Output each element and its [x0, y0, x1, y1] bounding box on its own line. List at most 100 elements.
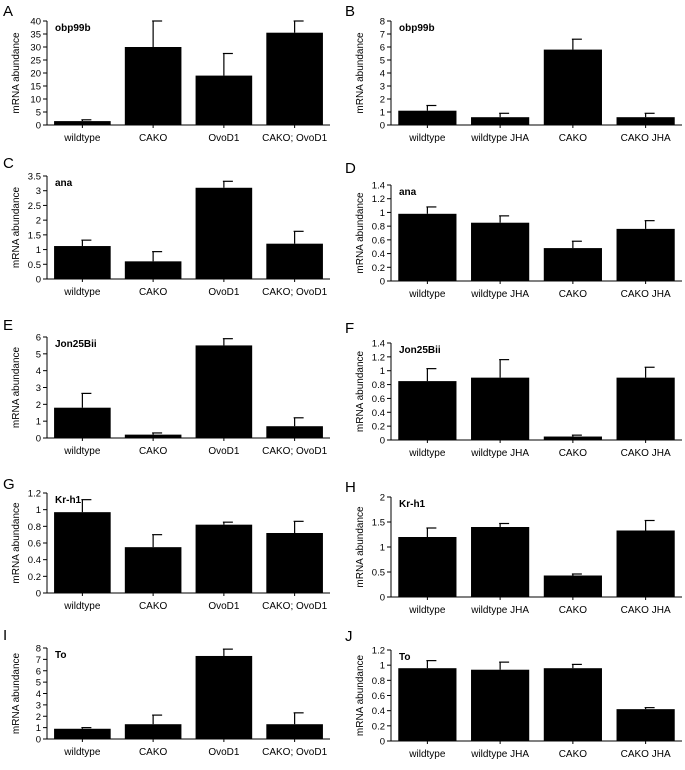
y-tick-label: 0.6: [372, 235, 385, 246]
y-tick-label: 0: [380, 737, 385, 748]
y-tick-label: 15: [30, 82, 41, 93]
panel-letter: I: [3, 627, 7, 644]
bar: [195, 75, 253, 125]
bar: [471, 527, 530, 597]
y-tick-label: 25: [30, 56, 41, 67]
y-tick-label: 4: [380, 69, 385, 80]
bar: [616, 377, 675, 440]
bar: [266, 426, 323, 438]
x-tick-label: wildtype: [63, 747, 101, 758]
y-tick-label: 5: [380, 56, 385, 67]
y-tick-label: 1: [380, 208, 385, 219]
y-axis-label: mRNA abundance: [355, 654, 366, 736]
y-axis-label: mRNA abundance: [355, 192, 366, 274]
x-tick-label: CAKO: [559, 605, 588, 616]
y-tick-label: 6: [380, 43, 385, 54]
y-tick-label: 2: [36, 400, 41, 411]
x-tick-label: CAKO; OvoD1: [262, 747, 327, 758]
x-tick-label: OvoD1: [208, 287, 240, 298]
y-tick-label: 1: [380, 661, 385, 672]
y-tick-label: 1: [36, 723, 41, 734]
y-tick-label: 0.5: [372, 568, 385, 579]
y-tick-label: 0.6: [372, 394, 385, 405]
gene-label: To: [399, 652, 410, 663]
y-tick-label: 0.8: [372, 380, 385, 391]
x-tick-label: CAKO; OvoD1: [262, 601, 327, 612]
y-tick-label: 0.8: [372, 222, 385, 233]
bar: [398, 110, 457, 125]
y-tick-label: 1.5: [372, 518, 385, 529]
x-tick-label: wildtype: [408, 749, 446, 760]
y-tick-label: 3: [36, 700, 41, 711]
bar: [266, 724, 323, 739]
y-tick-label: 7: [380, 30, 385, 41]
bar: [54, 512, 111, 593]
y-tick-label: 3: [36, 383, 41, 394]
x-tick-label: CAKO JHA: [621, 448, 671, 459]
bar: [54, 121, 111, 125]
bar: [266, 243, 323, 279]
y-tick-label: 4: [36, 366, 41, 377]
x-tick-label: OvoD1: [208, 446, 240, 457]
x-tick-label: wildtype: [408, 448, 446, 459]
bar: [398, 213, 457, 281]
bar: [471, 222, 530, 281]
bar: [616, 228, 675, 281]
bar: [266, 533, 323, 593]
bar: [195, 655, 253, 739]
x-tick-label: CAKO JHA: [621, 133, 671, 144]
y-tick-label: 0: [36, 735, 41, 746]
panel-letter: D: [345, 160, 356, 177]
x-tick-label: CAKO: [559, 749, 588, 760]
y-tick-label: 0.4: [372, 249, 385, 260]
bar: [266, 32, 323, 126]
bar: [195, 187, 253, 279]
bar: [471, 377, 530, 440]
y-tick-label: 20: [30, 69, 41, 80]
y-axis-label: mRNA abundance: [11, 502, 22, 584]
x-tick-label: CAKO: [559, 133, 588, 144]
panel-letter: H: [345, 479, 356, 496]
x-tick-label: CAKO: [139, 133, 168, 144]
y-tick-label: 0.2: [28, 572, 41, 583]
y-tick-label: 0.8: [372, 676, 385, 687]
panel-letter: F: [345, 320, 354, 337]
bar: [616, 709, 675, 741]
x-tick-label: wildtype: [408, 133, 446, 144]
x-tick-label: wildtype JHA: [470, 133, 529, 144]
x-tick-label: CAKO: [139, 747, 168, 758]
x-tick-label: CAKO: [559, 448, 588, 459]
panel-letter: G: [3, 476, 15, 493]
y-tick-label: 1.2: [372, 352, 385, 363]
y-axis-label: mRNA abundance: [355, 350, 366, 432]
y-tick-label: 0.6: [28, 539, 41, 550]
y-tick-label: 0: [380, 593, 385, 604]
gene-label: Kr-h1: [55, 495, 82, 506]
y-tick-label: 0.4: [372, 408, 385, 419]
y-tick-label: 1: [36, 417, 41, 428]
y-axis-label: mRNA abundance: [355, 32, 366, 114]
y-tick-label: 1.4: [372, 339, 385, 350]
panel-letter: B: [345, 3, 355, 20]
y-tick-label: 0: [36, 121, 41, 132]
y-tick-label: 0.8: [28, 522, 41, 533]
y-tick-label: 1.5: [28, 230, 41, 241]
y-tick-label: 2.5: [28, 201, 41, 212]
bar: [543, 248, 602, 281]
y-tick-label: 4: [36, 689, 41, 700]
y-tick-label: 3: [380, 82, 385, 93]
bar: [124, 434, 182, 438]
y-tick-label: 6: [36, 333, 41, 344]
y-tick-label: 6: [36, 666, 41, 677]
y-axis-label: mRNA abundance: [355, 506, 366, 588]
gene-label: Jon25Bii: [399, 345, 441, 356]
bar: [54, 728, 111, 739]
